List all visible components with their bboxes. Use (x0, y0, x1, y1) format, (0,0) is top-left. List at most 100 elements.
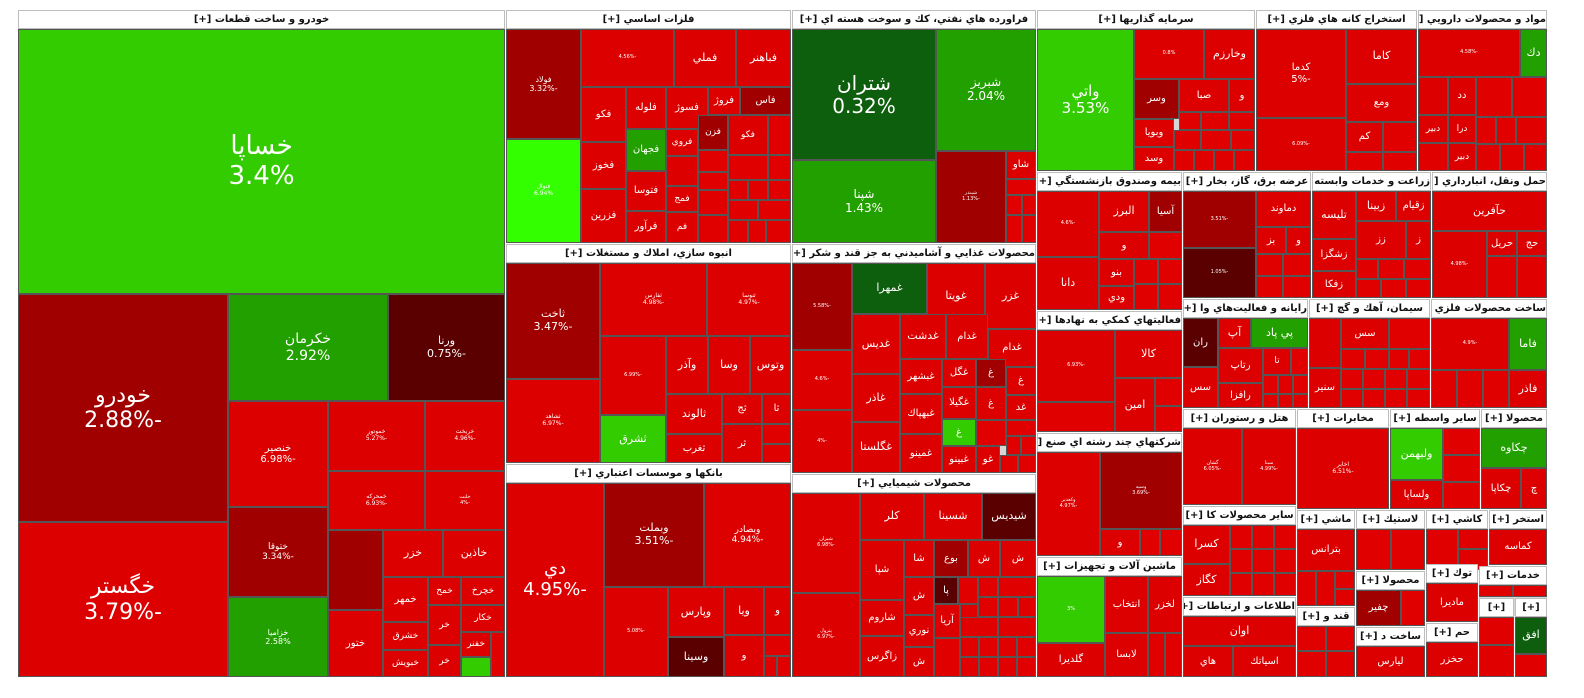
stock-tile[interactable]: زقيام (1396, 191, 1431, 221)
stock-tile[interactable]: غگل (942, 359, 976, 387)
stock-tile[interactable]: فتوسا (626, 171, 666, 211)
stock-tile[interactable]: حآفرين (1432, 191, 1547, 231)
stock-tile-small[interactable] (1000, 455, 1018, 473)
stock-tile[interactable]: -1.05% (1183, 248, 1256, 298)
stock-tile[interactable]: ورنا -0.75% (388, 294, 505, 401)
sector-header[interactable]: بيمه وصندوق بازنشستگي [+] (1037, 172, 1182, 191)
stock-tile[interactable]: غمينو (900, 434, 942, 473)
stock-tile-small[interactable] (1018, 455, 1036, 473)
stock-tile[interactable]: بنو (1099, 259, 1134, 286)
stock-tile-small[interactable] (1017, 637, 1036, 657)
stock-tile[interactable]: ليارس (1356, 646, 1425, 677)
stock-tile-small[interactable] (1263, 375, 1278, 394)
sector-header[interactable]: سرمايه گذاريها [+] (1037, 10, 1255, 29)
stock-tile[interactable]: و (1099, 232, 1149, 259)
stock-tile-small[interactable] (960, 657, 979, 677)
stock-tile-small[interactable] (762, 444, 791, 463)
stock-tile[interactable]: حج (1517, 231, 1547, 256)
stock-tile[interactable]: شيديس (982, 493, 1036, 540)
stock-tile-small[interactable] (1443, 428, 1480, 455)
stock-tile-small[interactable] (1513, 585, 1547, 597)
stock-tile[interactable]: دبير (1448, 143, 1476, 171)
stock-tile-small[interactable] (1406, 279, 1431, 298)
stock-tile[interactable]: ثشاهد -6.97% (506, 379, 600, 463)
stock-tile[interactable]: آپ (1218, 318, 1251, 348)
stock-tile[interactable]: -4.6% (792, 350, 852, 410)
stock-tile-small[interactable] (1158, 284, 1182, 310)
stock-tile-small[interactable] (1476, 77, 1512, 117)
sector-header[interactable]: فلزات اساسي [+] (506, 10, 791, 29)
stock-tile[interactable]: وسد (1134, 147, 1174, 171)
stock-tile-small[interactable] (1487, 256, 1517, 298)
stock-tile-small[interactable] (1443, 455, 1480, 482)
sector-header[interactable]: شركتهاي چند رشته اي صنع [+] (1037, 433, 1182, 452)
stock-tile[interactable]: خساپا 3.4% (18, 29, 505, 294)
stock-tile-small[interactable] (1134, 284, 1158, 310)
stock-tile-small[interactable] (1383, 152, 1417, 171)
stock-tile-small[interactable] (1174, 150, 1194, 171)
stock-tile-small[interactable] (777, 656, 791, 677)
stock-tile-small[interactable] (748, 180, 768, 200)
sector-header[interactable]: ماشين آلات و تجهيزات [+] (1037, 557, 1182, 576)
stock-tile-small[interactable] (934, 638, 960, 677)
stock-tile[interactable]: غبشهر (900, 359, 942, 394)
stock-tile[interactable]: فجهان (626, 129, 666, 171)
stock-tile[interactable]: غو (976, 446, 1000, 473)
stock-tile-small[interactable] (1293, 394, 1308, 408)
stock-tile[interactable]: -4.98% (1432, 231, 1487, 298)
stock-tile[interactable]: زشگزا (1312, 239, 1356, 271)
stock-tile[interactable]: فروي (666, 129, 698, 156)
stock-tile-small[interactable] (1426, 529, 1458, 570)
stock-tile[interactable]: -6.09% (1256, 118, 1346, 171)
stock-tile-small[interactable] (748, 220, 766, 243)
stock-tile[interactable]: بز (1256, 227, 1286, 254)
stock-tile-small[interactable] (979, 657, 998, 677)
stock-tile-small[interactable] (1160, 529, 1182, 556)
stock-tile-small[interactable] (1278, 394, 1293, 408)
stock-tile-small[interactable] (1230, 573, 1252, 596)
stock-tile[interactable]: وبويا (1134, 119, 1174, 147)
stock-tile[interactable]: شا (904, 540, 934, 577)
stock-tile-small[interactable] (1022, 195, 1036, 215)
stock-tile-small[interactable] (1356, 259, 1378, 279)
stock-tile[interactable]: غدشت (900, 314, 946, 359)
stock-tile[interactable]: زفكا (1312, 271, 1356, 298)
stock-tile[interactable] (1418, 77, 1448, 115)
stock-tile[interactable]: وپارس (668, 587, 724, 637)
stock-tile[interactable]: ثغرب (666, 434, 722, 463)
stock-tile[interactable]: فنوال 6.94% (506, 139, 581, 243)
stock-tile[interactable]: ثشرق (600, 415, 666, 463)
stock-tile[interactable]: ثر (722, 424, 762, 463)
stock-tile[interactable]: هاي (1183, 646, 1233, 677)
stock-tile[interactable]: فم (666, 212, 698, 243)
stock-tile-small[interactable] (766, 220, 791, 243)
stock-tile-small[interactable] (1515, 654, 1547, 677)
stock-tile-small[interactable] (1407, 369, 1430, 389)
stock-tile[interactable]: شبندر -1.13% (936, 151, 1006, 243)
stock-tile[interactable]: سس (1341, 318, 1389, 349)
stock-tile-small[interactable] (698, 150, 728, 172)
stock-tile-small[interactable] (1381, 279, 1406, 298)
stock-tile-small[interactable] (1483, 370, 1509, 408)
stock-tile[interactable]: شسينا (924, 493, 982, 540)
stock-tile-small[interactable] (1385, 389, 1407, 408)
stock-tile-small[interactable] (768, 115, 791, 155)
stock-tile[interactable]: فكو (728, 115, 768, 155)
stock-tile-small[interactable] (998, 597, 1018, 617)
stock-tile[interactable]: اخابر -6.51% (1297, 428, 1389, 509)
stock-tile[interactable]: دماوند (1256, 191, 1311, 227)
stock-tile-small[interactable] (1194, 150, 1214, 171)
stock-tile[interactable]: ولساپا (1390, 480, 1443, 509)
stock-tile-small[interactable] (1231, 130, 1255, 150)
stock-tile-small[interactable] (1017, 657, 1036, 677)
stock-tile-small[interactable] (1291, 348, 1308, 375)
stock-tile[interactable]: چكاپا (1481, 468, 1521, 509)
stock-tile[interactable]: -4.6% (1037, 191, 1099, 257)
stock-tile-small[interactable] (1401, 590, 1425, 626)
stock-tile[interactable]: فاس (740, 87, 791, 115)
stock-tile[interactable]: چكاوه (1481, 428, 1547, 468)
sector-header[interactable]: ساخت د [+] (1356, 627, 1425, 646)
stock-tile-small[interactable] (1149, 232, 1182, 259)
stock-tile-small[interactable] (1496, 117, 1516, 144)
stock-tile[interactable]: خشرق (383, 622, 428, 650)
